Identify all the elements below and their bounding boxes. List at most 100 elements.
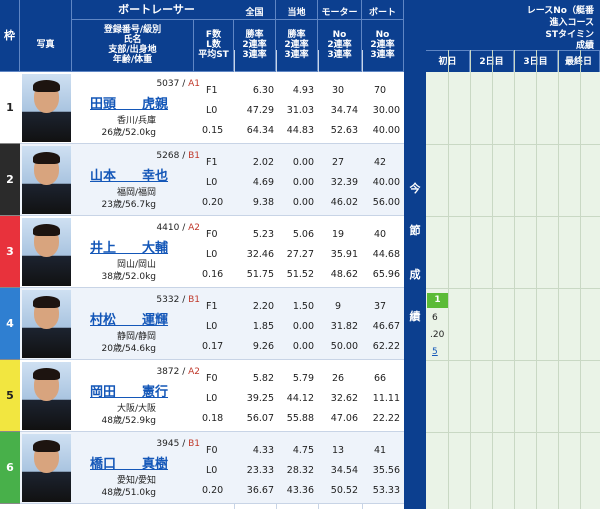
national-stat: 1.85 [252, 321, 274, 332]
motor-stat: 13 [331, 445, 345, 456]
national-stat: 5.23 [252, 229, 274, 240]
results-header-line: 成績 [575, 41, 594, 51]
local-stat: 4.93 [292, 85, 314, 96]
racer-field-label: 氏名 [123, 35, 142, 45]
photo-header-label: 写真 [36, 40, 55, 50]
racer-photo [22, 290, 71, 358]
motor-stat: 19 [331, 229, 345, 240]
average-st: 0.18 [202, 413, 224, 424]
national-stat: 64.34 [246, 125, 274, 136]
racer-name-link[interactable]: 橋口 真樹 [90, 457, 169, 472]
result-finish-link[interactable]: 5 [432, 347, 438, 357]
results-header-line: レースNo（艇番 [526, 6, 594, 16]
stat-fields-header: F数 L数 平均ST [194, 20, 234, 72]
motor-stat: 47.06 [330, 413, 358, 424]
boat-stat: 11.11 [372, 393, 400, 404]
national-stat: 51.75 [246, 269, 274, 280]
boat-stat: 30.00 [372, 105, 400, 116]
racer-name-link[interactable]: 村松 運輝 [90, 313, 169, 328]
registration-class: 4410 / A2 [156, 223, 200, 233]
stat-field-label: L数 [206, 40, 221, 50]
results-grid [426, 50, 600, 509]
national-sub-header: 勝率 2連率 3連率 [234, 20, 276, 72]
l-count: L0 [206, 177, 218, 188]
national-stat: 9.26 [252, 341, 274, 352]
racer-class: A2 [188, 223, 200, 233]
branch-birthplace: 岡山/岡山 [116, 260, 156, 270]
result-course: 6 [432, 313, 438, 323]
racer-name-link[interactable]: 井上 大輔 [90, 241, 169, 256]
racer-field-label: 年齢/体重 [112, 55, 153, 65]
racer-name-link[interactable]: 岡田 憲行 [90, 385, 169, 400]
motor-stat: 35.91 [330, 249, 358, 260]
registration-number: 4410 [156, 223, 180, 233]
registration-number: 5268 [156, 151, 180, 161]
f-count: F1 [206, 301, 218, 312]
racer-photo [22, 218, 71, 286]
racer-group-header: ボートレーサー [72, 0, 242, 20]
registration-class: 3945 / B1 [156, 439, 200, 449]
boat-stat: 62.22 [372, 341, 400, 352]
local-sub-header: 勝率 2連率 3連率 [276, 20, 318, 72]
branch-birthplace: 香川/兵庫 [116, 116, 156, 126]
national-stat: 4.69 [252, 177, 274, 188]
local-sub-label: 3連率 [284, 50, 309, 60]
frame-header: 枠 [0, 0, 20, 72]
local-stat: 0.00 [292, 177, 314, 188]
motor-stat: 34.54 [330, 465, 358, 476]
boat-stat: 66 [373, 373, 387, 384]
result-st: .20 [430, 330, 445, 340]
frame-number: 5 [0, 360, 20, 432]
boat-stat: 35.56 [372, 465, 400, 476]
motor-stat: 31.82 [330, 321, 358, 332]
boat-stat: 70 [373, 85, 387, 96]
racer-row [20, 144, 404, 216]
boat-sub-label: 3連率 [370, 50, 395, 60]
boat-stat: 56.00 [372, 197, 400, 208]
motor-header: モーター [318, 0, 362, 20]
frame-number: 2 [0, 144, 20, 216]
motor-stat: 30 [331, 85, 345, 96]
motor-stat: 46.02 [330, 197, 358, 208]
boat-stat: 22.22 [372, 413, 400, 424]
f-count: F1 [206, 157, 218, 168]
national-stat: 32.46 [246, 249, 274, 260]
national-stat: 2.02 [252, 157, 274, 168]
racer-row [20, 432, 404, 504]
racer-fields-header: 登録番号/級別 氏名 支部/出身地 年齢/体重 [72, 20, 194, 72]
local-stat: 4.75 [292, 445, 314, 456]
motor-stat: 52.63 [330, 125, 358, 136]
average-st: 0.20 [202, 485, 224, 496]
average-st: 0.15 [202, 125, 224, 136]
local-stat: 51.52 [286, 269, 314, 280]
racer-field-label: 登録番号/級別 [103, 25, 162, 35]
boat-stat: 65.96 [372, 269, 400, 280]
branch-birthplace: 福岡/福岡 [116, 188, 156, 198]
racer-row [20, 288, 404, 360]
f-count: F0 [206, 445, 218, 456]
boat-sub-label: 2連率 [370, 40, 395, 50]
racer-photo [22, 434, 71, 502]
racer-name-link[interactable]: 山本 幸也 [90, 169, 169, 184]
motor-stat: 26 [331, 373, 345, 384]
boat-sub-header: No 2連率 3連率 [362, 20, 404, 72]
age-weight: 26歳/52.0kg [101, 128, 156, 138]
boat-stat: 44.68 [372, 249, 400, 260]
national-stat: 4.33 [252, 445, 274, 456]
branch-birthplace: 静岡/静岡 [116, 332, 156, 342]
f-count: F0 [206, 229, 218, 240]
motor-stat: 50.52 [330, 485, 358, 496]
national-stat: 6.30 [252, 85, 274, 96]
local-stat: 0.00 [292, 197, 314, 208]
national-header: 全国 [234, 0, 276, 20]
side-label-char: 績 [409, 310, 421, 323]
frame-number: 6 [0, 432, 20, 504]
national-sub-label: 3連率 [242, 50, 267, 60]
national-stat: 39.25 [246, 393, 274, 404]
racer-name-link[interactable]: 田頭 虎親 [90, 97, 169, 112]
age-weight: 23歳/56.7kg [101, 200, 156, 210]
boat-stat: 40.00 [372, 177, 400, 188]
registration-number: 5037 [156, 79, 180, 89]
racer-class: B1 [188, 151, 200, 161]
results-header-line: 進入コース [549, 18, 594, 28]
